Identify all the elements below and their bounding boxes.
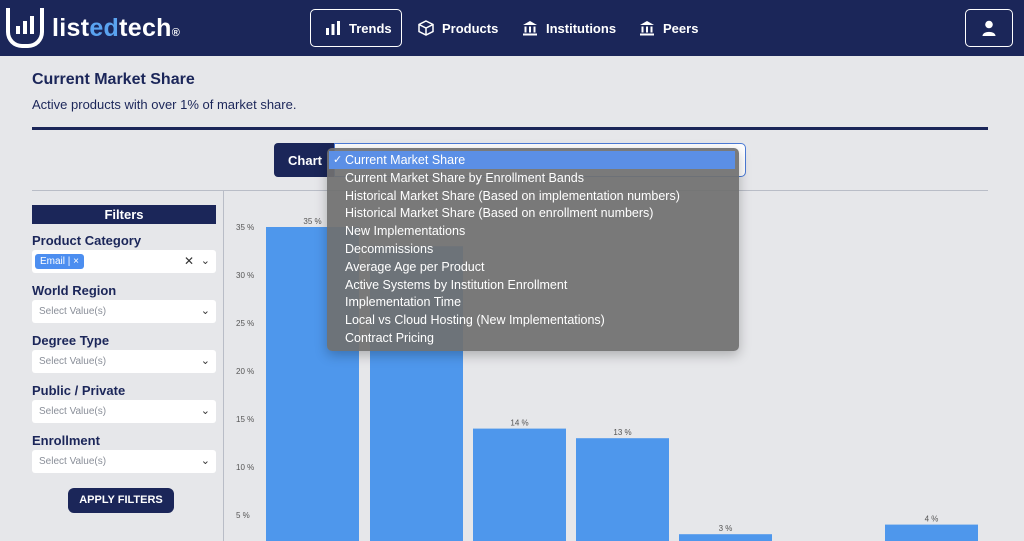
chart-bar bbox=[885, 524, 978, 541]
nav-trends-button[interactable]: Trends bbox=[310, 9, 402, 47]
y-tick-label: 35 % bbox=[236, 223, 254, 232]
product-category-select[interactable]: Email | × ✕ ⌄ bbox=[32, 250, 216, 273]
checkmark-icon: ✓ bbox=[333, 154, 343, 166]
y-tick-label: 15 % bbox=[236, 415, 254, 424]
enrollment-placeholder: Select Value(s) bbox=[39, 456, 107, 467]
public-private-label: Public / Private bbox=[32, 383, 126, 398]
world-region-placeholder: Select Value(s) bbox=[39, 306, 107, 317]
y-tick-label: 25 % bbox=[236, 319, 254, 328]
nav-products-button[interactable]: Products bbox=[418, 9, 498, 47]
nav-institutions-button[interactable]: Institutions bbox=[522, 9, 616, 47]
bar-value-label: 35 % bbox=[303, 217, 321, 226]
filters-heading: Filters bbox=[32, 205, 216, 224]
apply-filters-button[interactable]: APPLY FILTERS bbox=[68, 488, 174, 513]
user-icon bbox=[982, 20, 996, 36]
user-menu-button[interactable] bbox=[965, 9, 1013, 47]
chart-option[interactable]: Historical Market Share (Based on implem… bbox=[327, 187, 737, 205]
chart-option[interactable]: Contract Pricing bbox=[327, 329, 737, 347]
email-filter-tag[interactable]: Email | × bbox=[35, 254, 84, 269]
y-tick-label: 5 % bbox=[236, 511, 250, 520]
chart-option-label: Average Age per Product bbox=[345, 259, 485, 274]
chart-option[interactable]: ✓ Current Market Share bbox=[329, 151, 735, 169]
panel-divider bbox=[223, 190, 224, 541]
chart-option-label: Current Market Share bbox=[345, 153, 466, 167]
bar-chart-icon bbox=[326, 21, 340, 35]
chart-option-label: Current Market Share by Enrollment Bands bbox=[345, 170, 584, 185]
chart-option-label: Decommissions bbox=[345, 242, 434, 256]
chart-option-label: Active Systems by Institution Enrollment bbox=[345, 277, 568, 292]
degree-type-label: Degree Type bbox=[32, 333, 110, 348]
chart-options-dropdown[interactable]: ✓ Current Market Share Current Market Shar… bbox=[327, 148, 739, 351]
degree-type-placeholder: Select Value(s) bbox=[39, 356, 107, 367]
public-private-select[interactable]: Select Value(s) ⌄ bbox=[32, 400, 216, 423]
chevron-down-icon[interactable]: ⌄ bbox=[200, 455, 210, 467]
logo[interactable]: listedtech® bbox=[6, 8, 180, 48]
nav-products-label: Products bbox=[442, 20, 499, 36]
chart-selector-label: Chart bbox=[274, 143, 336, 177]
chart-option[interactable]: Decommissions bbox=[327, 240, 737, 258]
chart-bar bbox=[473, 428, 566, 541]
bar-value-label: 13 % bbox=[613, 428, 631, 437]
chevron-down-icon[interactable]: ⌄ bbox=[200, 405, 210, 417]
chart-option-label: New Implementations bbox=[345, 224, 466, 239]
header-divider bbox=[32, 127, 988, 130]
public-private-placeholder: Select Value(s) bbox=[39, 406, 107, 417]
product-category-label: Product Category bbox=[32, 233, 142, 248]
nav-peers-button[interactable]: Peers bbox=[639, 9, 698, 47]
chevron-down-icon[interactable]: ⌄ bbox=[200, 255, 210, 267]
chart-option-label: Implementation Time bbox=[345, 295, 462, 310]
chart-option-label: Contract Pricing bbox=[345, 331, 434, 345]
chart-option[interactable]: Active Systems by Institution Enrollment bbox=[327, 276, 737, 294]
bar-value-label: 14 % bbox=[510, 419, 528, 428]
chevron-down-icon[interactable]: ⌄ bbox=[200, 305, 210, 317]
chart-option[interactable]: Current Market Share by Enrollment Bands bbox=[327, 169, 737, 187]
logo-text: listedtech® bbox=[52, 13, 181, 42]
y-tick-label: 20 % bbox=[236, 367, 254, 376]
enrollment-select[interactable]: Select Value(s) ⌄ bbox=[32, 450, 216, 473]
y-tick-label: 10 % bbox=[236, 463, 254, 472]
chart-option-label: Historical Market Share (Based on enroll… bbox=[345, 206, 654, 221]
enrollment-label: Enrollment bbox=[32, 433, 100, 448]
degree-type-select[interactable]: Select Value(s) ⌄ bbox=[32, 350, 216, 373]
chart-option[interactable]: New Implementations bbox=[327, 222, 737, 240]
logo-mark-icon bbox=[6, 8, 44, 48]
chart-option[interactable]: Average Age per Product bbox=[327, 258, 737, 276]
nav-trends-label: Trends bbox=[349, 20, 392, 36]
page-title: Current Market Share bbox=[32, 71, 195, 88]
clear-icon[interactable]: ✕ bbox=[183, 254, 194, 268]
bar-value-label: 4 % bbox=[925, 515, 939, 524]
chart-option-label: Local vs Cloud Hosting (New Implementati… bbox=[345, 313, 605, 328]
chart-option-label: Historical Market Share (Based on implem… bbox=[345, 188, 680, 203]
institution-icon bbox=[523, 21, 537, 36]
chart-option[interactable]: Implementation Time bbox=[327, 293, 737, 311]
chart-bar bbox=[679, 534, 772, 541]
world-region-label: World Region bbox=[32, 283, 117, 298]
page-subtitle: Active products with over 1% of market s… bbox=[32, 97, 297, 112]
nav-peers-label: Peers bbox=[663, 20, 699, 36]
cube-icon bbox=[418, 20, 434, 36]
nav-institutions-label: Institutions bbox=[546, 20, 617, 36]
chart-option[interactable]: Local vs Cloud Hosting (New Implementati… bbox=[327, 311, 737, 329]
chart-bar bbox=[576, 438, 669, 541]
chevron-down-icon[interactable]: ⌄ bbox=[200, 355, 210, 367]
y-tick-label: 30 % bbox=[236, 271, 254, 280]
top-navbar: listedtech® Trends Products Institutions… bbox=[0, 0, 1024, 56]
institution-icon bbox=[640, 21, 654, 36]
world-region-select[interactable]: Select Value(s) ⌄ bbox=[32, 300, 216, 323]
chart-option[interactable]: Historical Market Share (Based on enroll… bbox=[327, 204, 737, 222]
bar-value-label: 3 % bbox=[719, 524, 733, 533]
